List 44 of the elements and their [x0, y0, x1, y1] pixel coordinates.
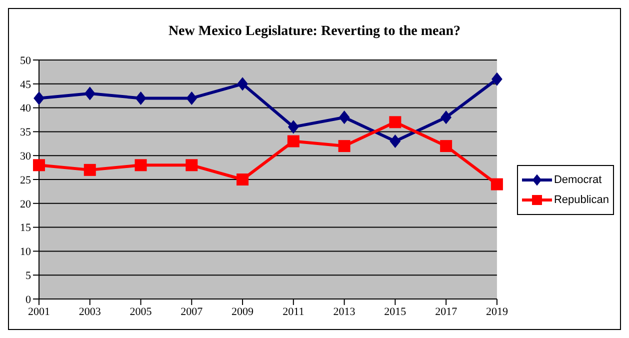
point: [186, 159, 198, 172]
x-tick-label: 2001: [28, 306, 50, 318]
point: [288, 120, 299, 134]
y-tick-label: 15: [20, 222, 32, 234]
point: [186, 92, 197, 105]
point: [236, 174, 249, 186]
chart-title: New Mexico Legislature: Reverting to the mean?: [167, 23, 462, 41]
x-tick-label: 2015: [384, 306, 407, 318]
point: [492, 72, 502, 86]
x-tick-label: 2005: [130, 306, 152, 318]
point: [390, 134, 400, 148]
y-tick-label: 5: [26, 270, 32, 282]
point: [440, 110, 452, 124]
legend-label: Democrat: [554, 174, 602, 186]
x-tick-label: 2009: [232, 306, 254, 318]
point: [84, 164, 96, 176]
point: [135, 92, 146, 105]
y-tick-label: 50: [20, 54, 32, 67]
x-tick-label: 2011: [282, 306, 304, 318]
point: [389, 116, 402, 128]
point: [339, 110, 350, 124]
point: [338, 140, 350, 152]
y-tick-label: 45: [20, 78, 32, 91]
point: [34, 92, 44, 105]
x-tick-label: 2003: [78, 306, 102, 318]
x-tick-label: 2019: [486, 306, 508, 318]
y-tick-label: 40: [20, 102, 32, 115]
legend-label: Republican: [554, 194, 609, 206]
y-tick-label: 25: [20, 174, 32, 186]
point: [287, 135, 300, 148]
y-tick-label: 35: [20, 126, 32, 139]
x-tick-label: 2017: [435, 306, 458, 318]
y-tick-label: 20: [20, 198, 32, 210]
point: [84, 86, 96, 100]
point: [490, 178, 503, 190]
point: [237, 77, 248, 90]
y-tick-label: 30: [20, 150, 32, 163]
point: [440, 140, 452, 152]
point: [134, 159, 147, 172]
x-tick-label: 2007: [180, 306, 204, 318]
point: [33, 159, 45, 172]
y-tick-label: 10: [20, 246, 32, 258]
x-tick-label: 2013: [333, 306, 356, 318]
y-tick-label: 0: [26, 294, 32, 306]
